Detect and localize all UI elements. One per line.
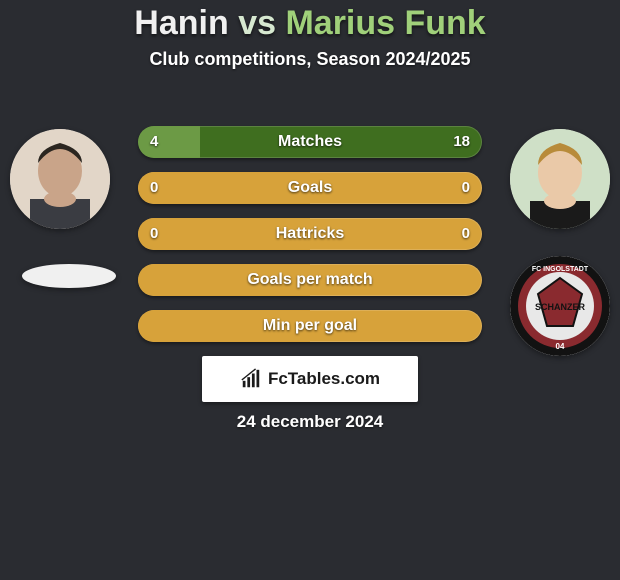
page-title: Hanin vs Marius Funk <box>0 4 620 43</box>
brand-text: FcTables.com <box>268 369 380 389</box>
player-b-club-logo: FC INGOLSTADT 04 SCHANZER <box>510 256 610 356</box>
stat-bar: 00Hattricks <box>138 218 482 250</box>
player-b-name: Marius Funk <box>285 4 485 42</box>
stat-bar: 00Goals <box>138 172 482 204</box>
stat-label: Matches <box>138 126 482 158</box>
svg-text:FC INGOLSTADT: FC INGOLSTADT <box>532 266 589 273</box>
brand-box: FcTables.com <box>202 356 418 402</box>
date-stamp: 24 december 2024 <box>0 412 620 432</box>
player-a-name: Hanin <box>134 4 228 42</box>
player-b-avatar <box>510 129 610 229</box>
stat-bar: 418Matches <box>138 126 482 158</box>
stat-bar: Min per goal <box>138 310 482 342</box>
stat-bars: 418Matches 00Goals 00Hattricks Goals per ma… <box>138 126 482 356</box>
player-a-avatar <box>10 129 110 229</box>
chart-icon <box>240 368 262 390</box>
subtitle: Club competitions, Season 2024/2025 <box>0 49 620 70</box>
player-a-club-logo <box>22 264 116 288</box>
stat-label: Hattricks <box>138 218 482 250</box>
svg-text:04: 04 <box>556 342 565 351</box>
stat-bar: Goals per match <box>138 264 482 296</box>
stat-label: Min per goal <box>138 310 482 342</box>
svg-text:SCHANZER: SCHANZER <box>535 302 586 312</box>
stat-label: Goals <box>138 172 482 204</box>
vs-label: vs <box>238 4 276 42</box>
stat-label: Goals per match <box>138 264 482 296</box>
